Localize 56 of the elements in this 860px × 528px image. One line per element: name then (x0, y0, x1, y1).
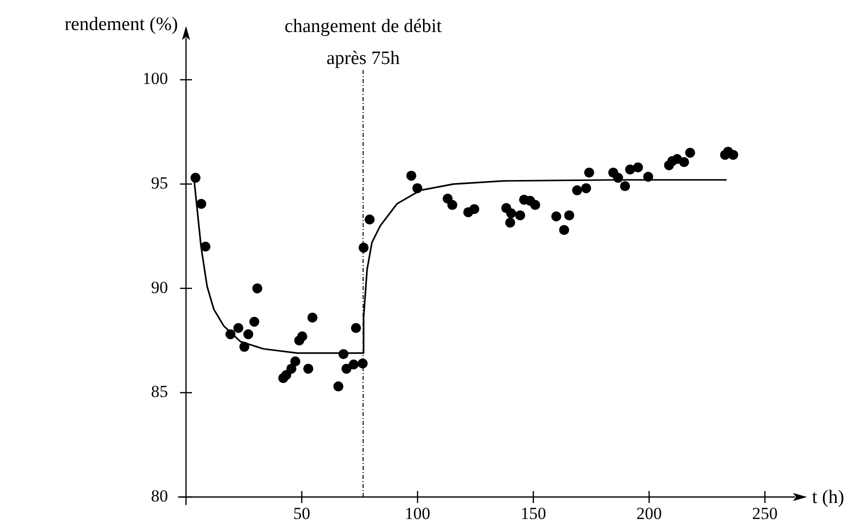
point (233, 323, 244, 334)
point (530, 200, 540, 210)
point (196, 198, 206, 209)
point (200, 242, 210, 252)
point (190, 172, 200, 183)
point (572, 185, 582, 196)
point (412, 183, 422, 194)
x-tick-label: 200 (636, 504, 662, 523)
point (584, 168, 594, 178)
point (551, 211, 562, 222)
y-tick-label: 80 (151, 486, 168, 506)
point (515, 210, 526, 220)
y-tick-label: 90 (151, 278, 168, 297)
ref-line-label: changement de débit après 75h (284, 16, 442, 69)
y-tick-label: 100 (142, 69, 168, 88)
point (286, 364, 296, 374)
x-axis-title: t (h) (812, 487, 844, 508)
y-axis-title: rendement (%) (64, 14, 178, 35)
point (559, 224, 570, 235)
point (581, 183, 592, 194)
point (643, 172, 654, 182)
point (505, 218, 516, 228)
point (679, 157, 690, 168)
point (225, 329, 236, 340)
x-tick-label: 150 (520, 504, 546, 523)
x-tick-label: 50 (293, 504, 310, 523)
point (348, 360, 359, 370)
point (290, 356, 300, 366)
point (685, 148, 696, 158)
point (564, 210, 574, 220)
point (307, 312, 318, 323)
point (350, 323, 361, 334)
point (358, 358, 368, 368)
y-tick-label: 95 (151, 174, 168, 193)
point (341, 364, 352, 374)
point (620, 181, 630, 192)
point (613, 172, 624, 183)
point (249, 316, 260, 327)
point (406, 170, 416, 181)
point (506, 208, 516, 218)
point (633, 162, 644, 172)
point (333, 381, 344, 392)
x-tick-label: 100 (404, 504, 430, 523)
point (243, 329, 254, 340)
point (469, 204, 480, 214)
point (358, 242, 369, 253)
point (728, 150, 738, 160)
point (338, 349, 348, 360)
point (252, 283, 262, 294)
point (447, 200, 458, 210)
point (364, 214, 375, 225)
point (297, 331, 308, 342)
y-tick-label: 85 (151, 382, 168, 402)
point (239, 342, 250, 352)
point (303, 364, 314, 374)
x-tick-label: 250 (752, 504, 778, 523)
